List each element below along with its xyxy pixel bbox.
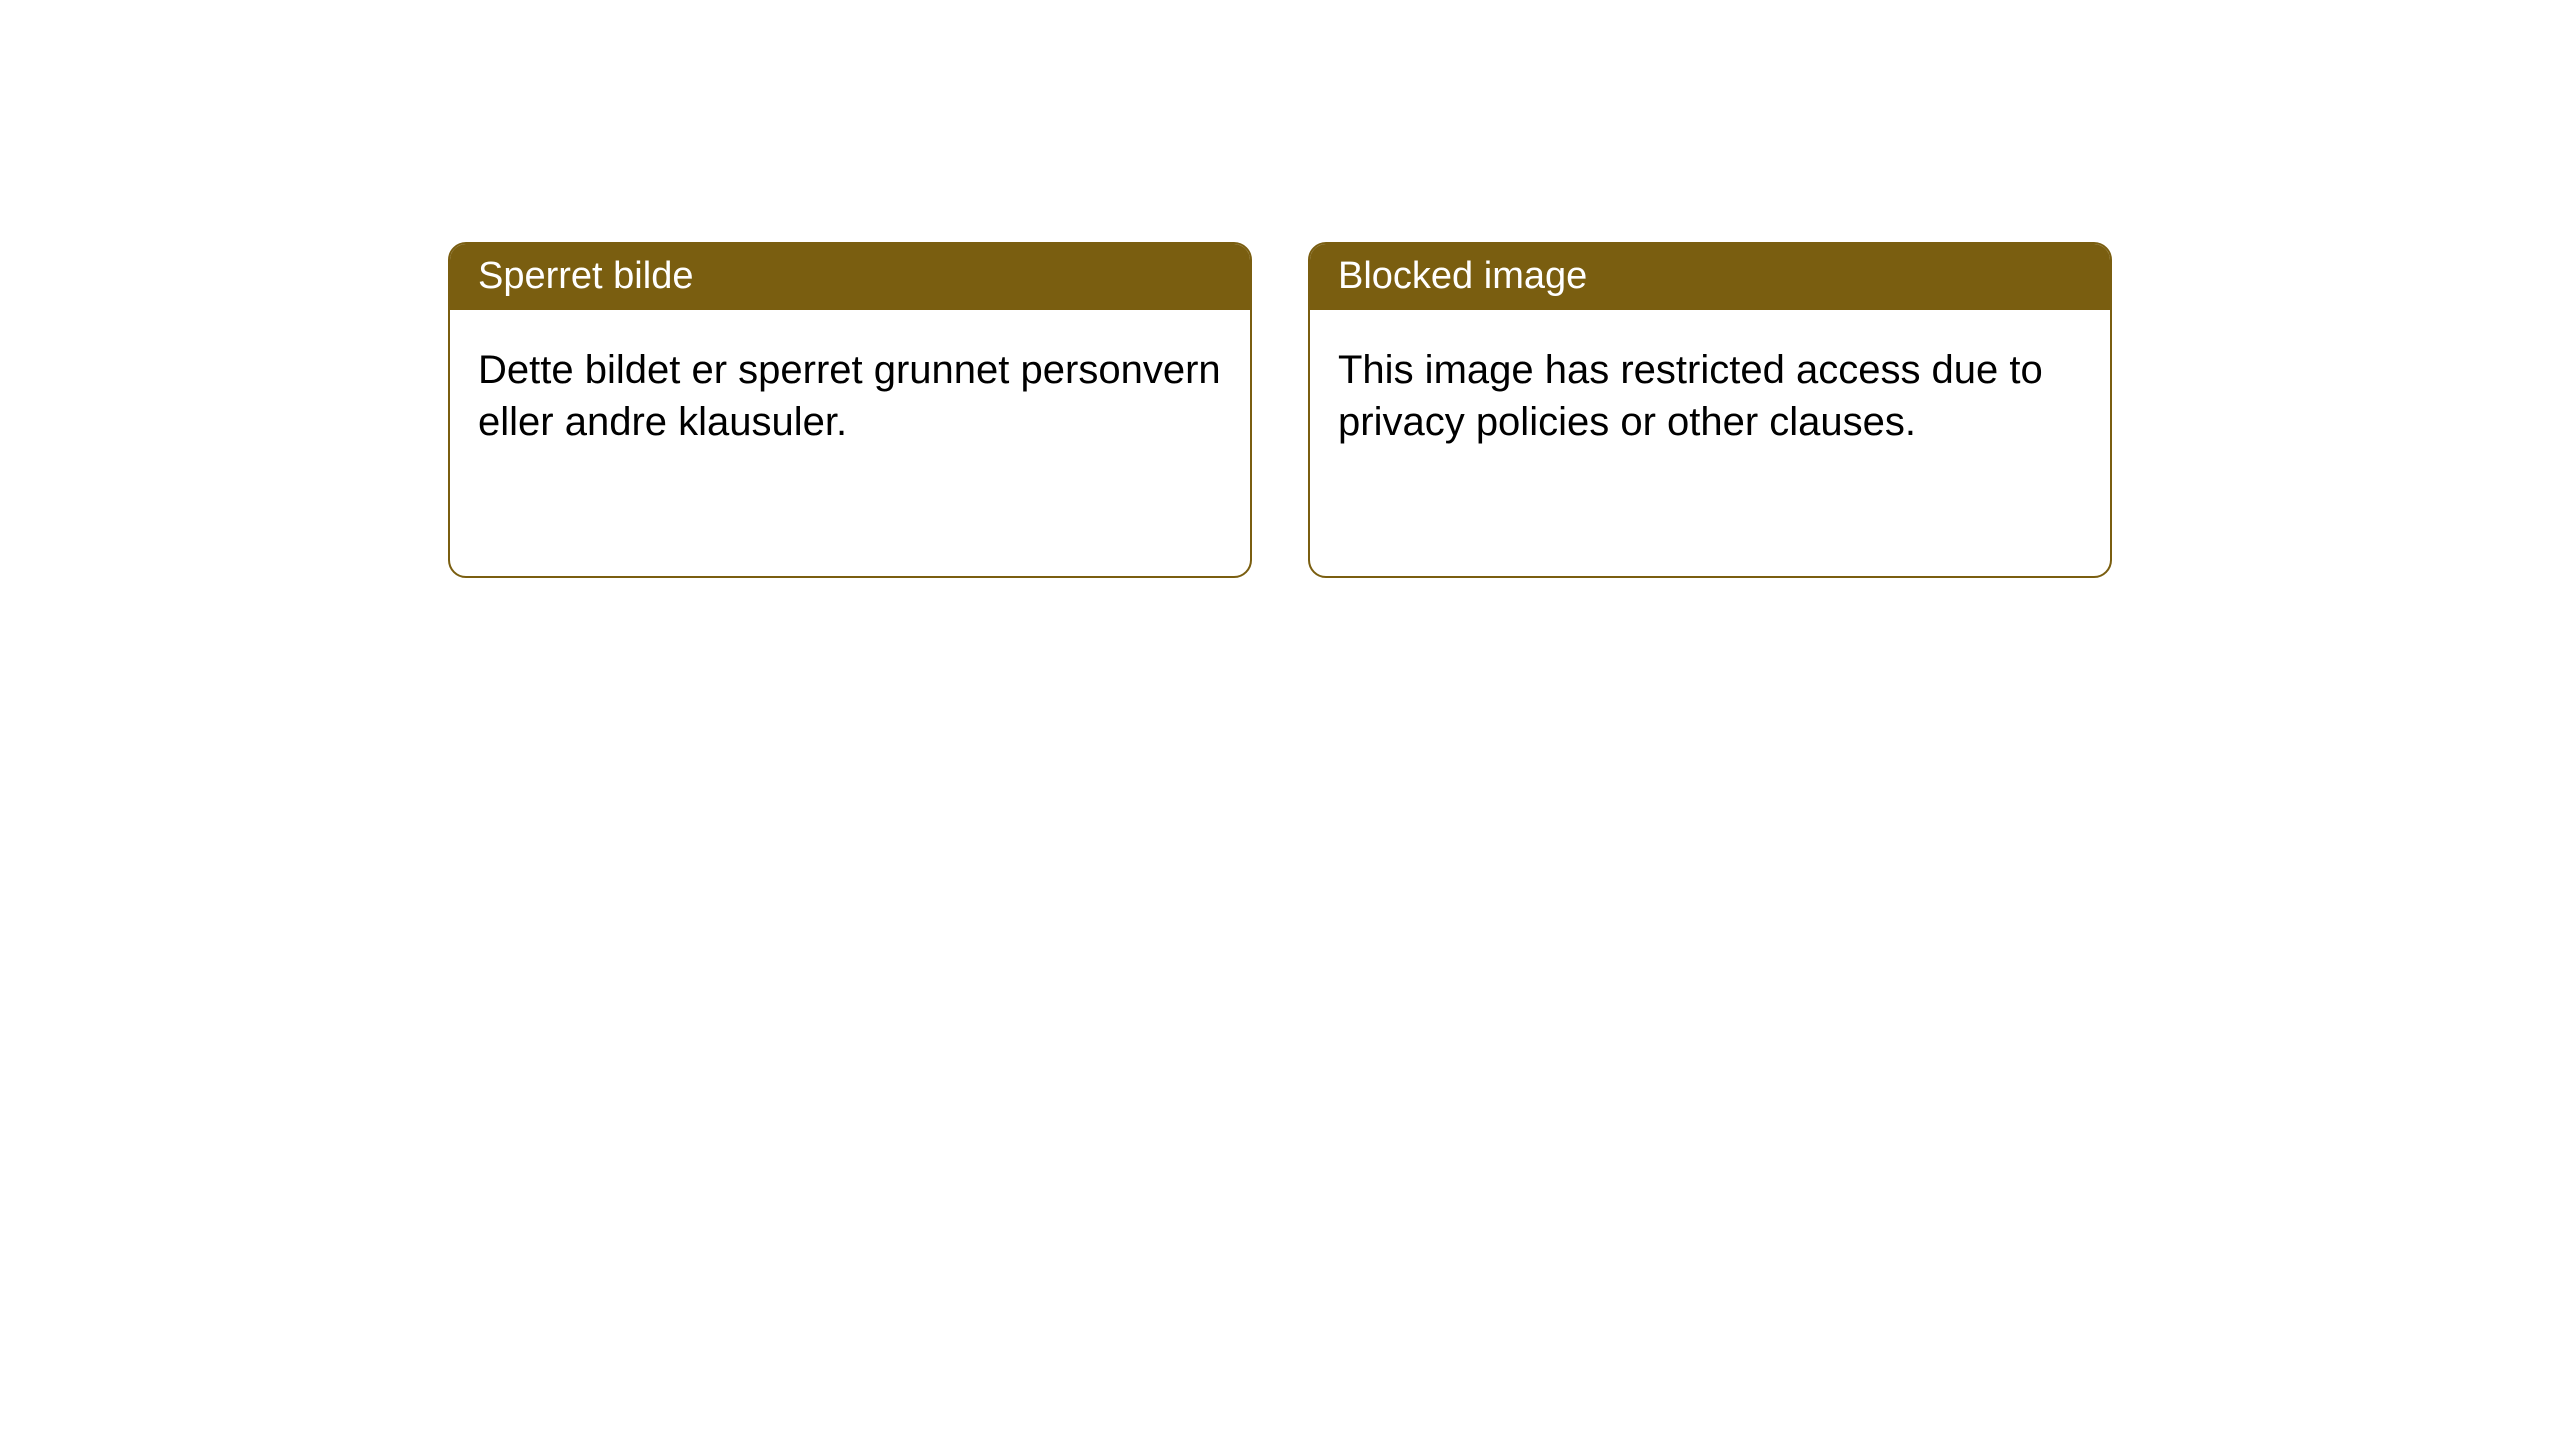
card-header: Blocked image	[1310, 244, 2110, 310]
card-title: Sperret bilde	[478, 255, 693, 297]
notice-card-english: Blocked image This image has restricted …	[1308, 242, 2112, 578]
card-body: Dette bildet er sperret grunnet personve…	[450, 310, 1250, 482]
card-header: Sperret bilde	[450, 244, 1250, 310]
notice-cards-container: Sperret bilde Dette bildet er sperret gr…	[448, 242, 2112, 578]
card-body: This image has restricted access due to …	[1310, 310, 2110, 482]
card-body-text: This image has restricted access due to …	[1338, 348, 2043, 444]
card-body-text: Dette bildet er sperret grunnet personve…	[478, 348, 1221, 444]
notice-card-norwegian: Sperret bilde Dette bildet er sperret gr…	[448, 242, 1252, 578]
card-title: Blocked image	[1338, 255, 1587, 297]
